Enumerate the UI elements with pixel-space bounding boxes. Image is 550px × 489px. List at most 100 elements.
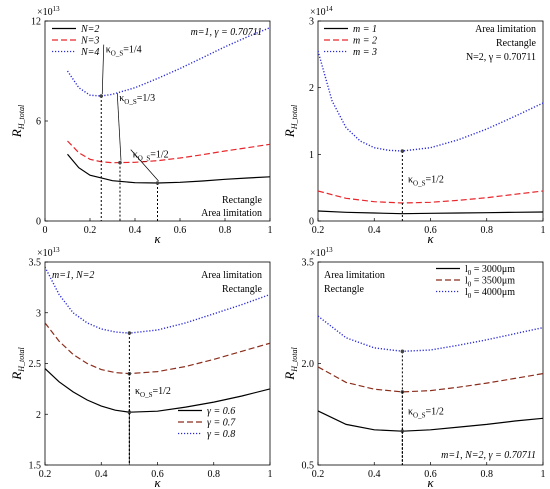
optimum-label-sub: O_S <box>413 179 426 187</box>
y-tick-label: 2.0 <box>302 359 315 370</box>
optimum-point <box>127 410 132 415</box>
optimum-label-main: κ <box>106 45 111 56</box>
legend-label-main: l <box>465 276 468 287</box>
series-line-1 <box>318 366 543 393</box>
optimum-label-suffix: =1/2 <box>426 406 444 417</box>
optimum-label: κO_S=1/2 <box>408 406 444 419</box>
x-tick-label: 1 <box>541 469 546 480</box>
optimum-point <box>155 181 160 185</box>
note-text: Area limitation <box>475 24 536 35</box>
y-tick-label: 1 <box>309 150 314 161</box>
x-tick-label: 0.6 <box>174 225 187 236</box>
x-tick-label: 1 <box>268 225 273 236</box>
axis-exponent-power: 13 <box>326 246 334 254</box>
note-text: Rectangle <box>222 195 263 206</box>
x-tick-label: 1 <box>268 469 273 480</box>
x-tick-label: 0 <box>43 225 48 236</box>
plot-frame <box>317 20 544 222</box>
y-tick-label: 0 <box>309 217 314 228</box>
axis-exponent: ×1013 <box>37 5 60 18</box>
series-line-0 <box>318 410 543 432</box>
legend-label: l0 = 3000μm <box>465 264 515 277</box>
optimum-label-sub: O_S <box>124 98 137 106</box>
series-line-2 <box>318 315 543 353</box>
y-axis-label-main: R <box>9 372 24 381</box>
panel-top-left: 0 0.2 0.4 0.6 0.8 10612×1013κRH_totalκO_S=1/4… <box>9 5 273 246</box>
x-axis-label: κ <box>427 475 434 489</box>
note-text: Rectangle <box>496 38 537 49</box>
legend-label: l0 = 4000μm <box>465 287 515 300</box>
legend-label: N=4 <box>80 47 99 58</box>
series-line-0 <box>318 210 543 215</box>
y-axis-label: RH_total <box>9 104 26 138</box>
y-tick-label: 2 <box>36 410 41 421</box>
optimum-label-sub: O_S <box>138 155 151 163</box>
optimum-label: κO_S=1/2 <box>135 386 171 399</box>
optimum-point <box>400 429 405 433</box>
y-axis-label: RH_total <box>282 347 299 381</box>
optimum-label-main: κ <box>408 174 413 185</box>
legend-label-suffix: = 3500μm <box>471 276 515 287</box>
axis-exponent-base: ×10 <box>310 7 326 18</box>
axis-exponent-base: ×10 <box>310 248 326 259</box>
optimum-point <box>400 349 405 354</box>
y-axis-label-sub: H_total <box>17 347 26 373</box>
legend-label: m = 1 <box>353 24 377 35</box>
y-axis-label-main: R <box>9 129 24 138</box>
y-tick-label: 6 <box>36 117 41 128</box>
optimum-label-main: κ <box>133 150 138 161</box>
legend-label-sub: 0 <box>468 292 472 300</box>
x-tick-label: 0.6 <box>424 225 437 236</box>
axis-exponent-base: ×10 <box>37 7 53 18</box>
y-axis-label-sub: H_total <box>290 104 299 130</box>
optimum-point <box>118 160 122 165</box>
series-line-0 <box>45 368 270 413</box>
optimum-label-main: κ <box>119 93 124 104</box>
optimum-label-sub: O_S <box>140 391 153 399</box>
optimum-label-suffix: =1/2 <box>153 386 171 397</box>
y-tick-label: 2 <box>309 83 314 94</box>
axis-exponent-power: 14 <box>326 5 334 13</box>
legend-label-suffix: = 3000μm <box>471 264 515 275</box>
axis-exponent: ×1013 <box>37 246 60 259</box>
y-tick-label: 1.5 <box>29 461 42 472</box>
x-axis-label: κ <box>154 231 161 246</box>
optimum-label-suffix: =1/4 <box>123 45 141 56</box>
series-line-1 <box>318 190 543 204</box>
annotation-arrow <box>116 92 122 161</box>
legend-label: l0 = 3500μm <box>465 276 515 289</box>
x-tick-label: 0.2 <box>312 225 325 236</box>
panel-bottom-left: 0.2 0.4 0.6 0.8 11.522.533.5×1013κRH_totalκO… <box>9 246 273 489</box>
y-tick-label: 3 <box>309 17 314 28</box>
y-tick-label: 0 <box>36 217 41 228</box>
optimum-label-sub: O_S <box>413 411 426 419</box>
legend-label: γ = 0.7 <box>207 418 236 429</box>
optimum-label: κO_S=1/4 <box>106 45 142 58</box>
x-tick-label: 0.4 <box>129 225 142 236</box>
legend-label-sub: 0 <box>468 269 472 277</box>
x-tick-label: 0.6 <box>424 469 437 480</box>
x-tick-label: 0.8 <box>219 225 232 236</box>
y-tick-label: 2.5 <box>29 359 42 370</box>
axis-exponent-power: 13 <box>53 246 61 254</box>
legend-label: γ = 0.6 <box>207 406 235 417</box>
legend-label: m = 2 <box>353 36 377 47</box>
x-tick-label: 0.8 <box>481 225 494 236</box>
params-text: m=1, N=2 <box>52 270 94 281</box>
params-text: m=1, N=2, γ = 0.70711 <box>441 450 536 461</box>
optimum-point <box>99 94 104 98</box>
x-tick-label: 0.4 <box>368 225 381 236</box>
panel-top-right: 0.2 0.4 0.6 0.8 10123×1014κRH_totalκO_S=1/2A… <box>282 5 546 246</box>
note-text: Area limitation <box>201 270 262 281</box>
series-line-1 <box>45 322 270 375</box>
x-tick-label: 1 <box>541 225 546 236</box>
optimum-label-suffix: =1/2 <box>426 174 444 185</box>
optimum-label-suffix: =1/2 <box>150 150 168 161</box>
series-line-0 <box>67 153 270 184</box>
x-tick-label: 0.2 <box>39 469 52 480</box>
legend-label: m = 3 <box>353 47 377 58</box>
x-tick-label: 0.2 <box>312 469 325 480</box>
y-axis-label-sub: H_total <box>290 347 299 373</box>
note-text: Area limitation <box>201 208 262 219</box>
